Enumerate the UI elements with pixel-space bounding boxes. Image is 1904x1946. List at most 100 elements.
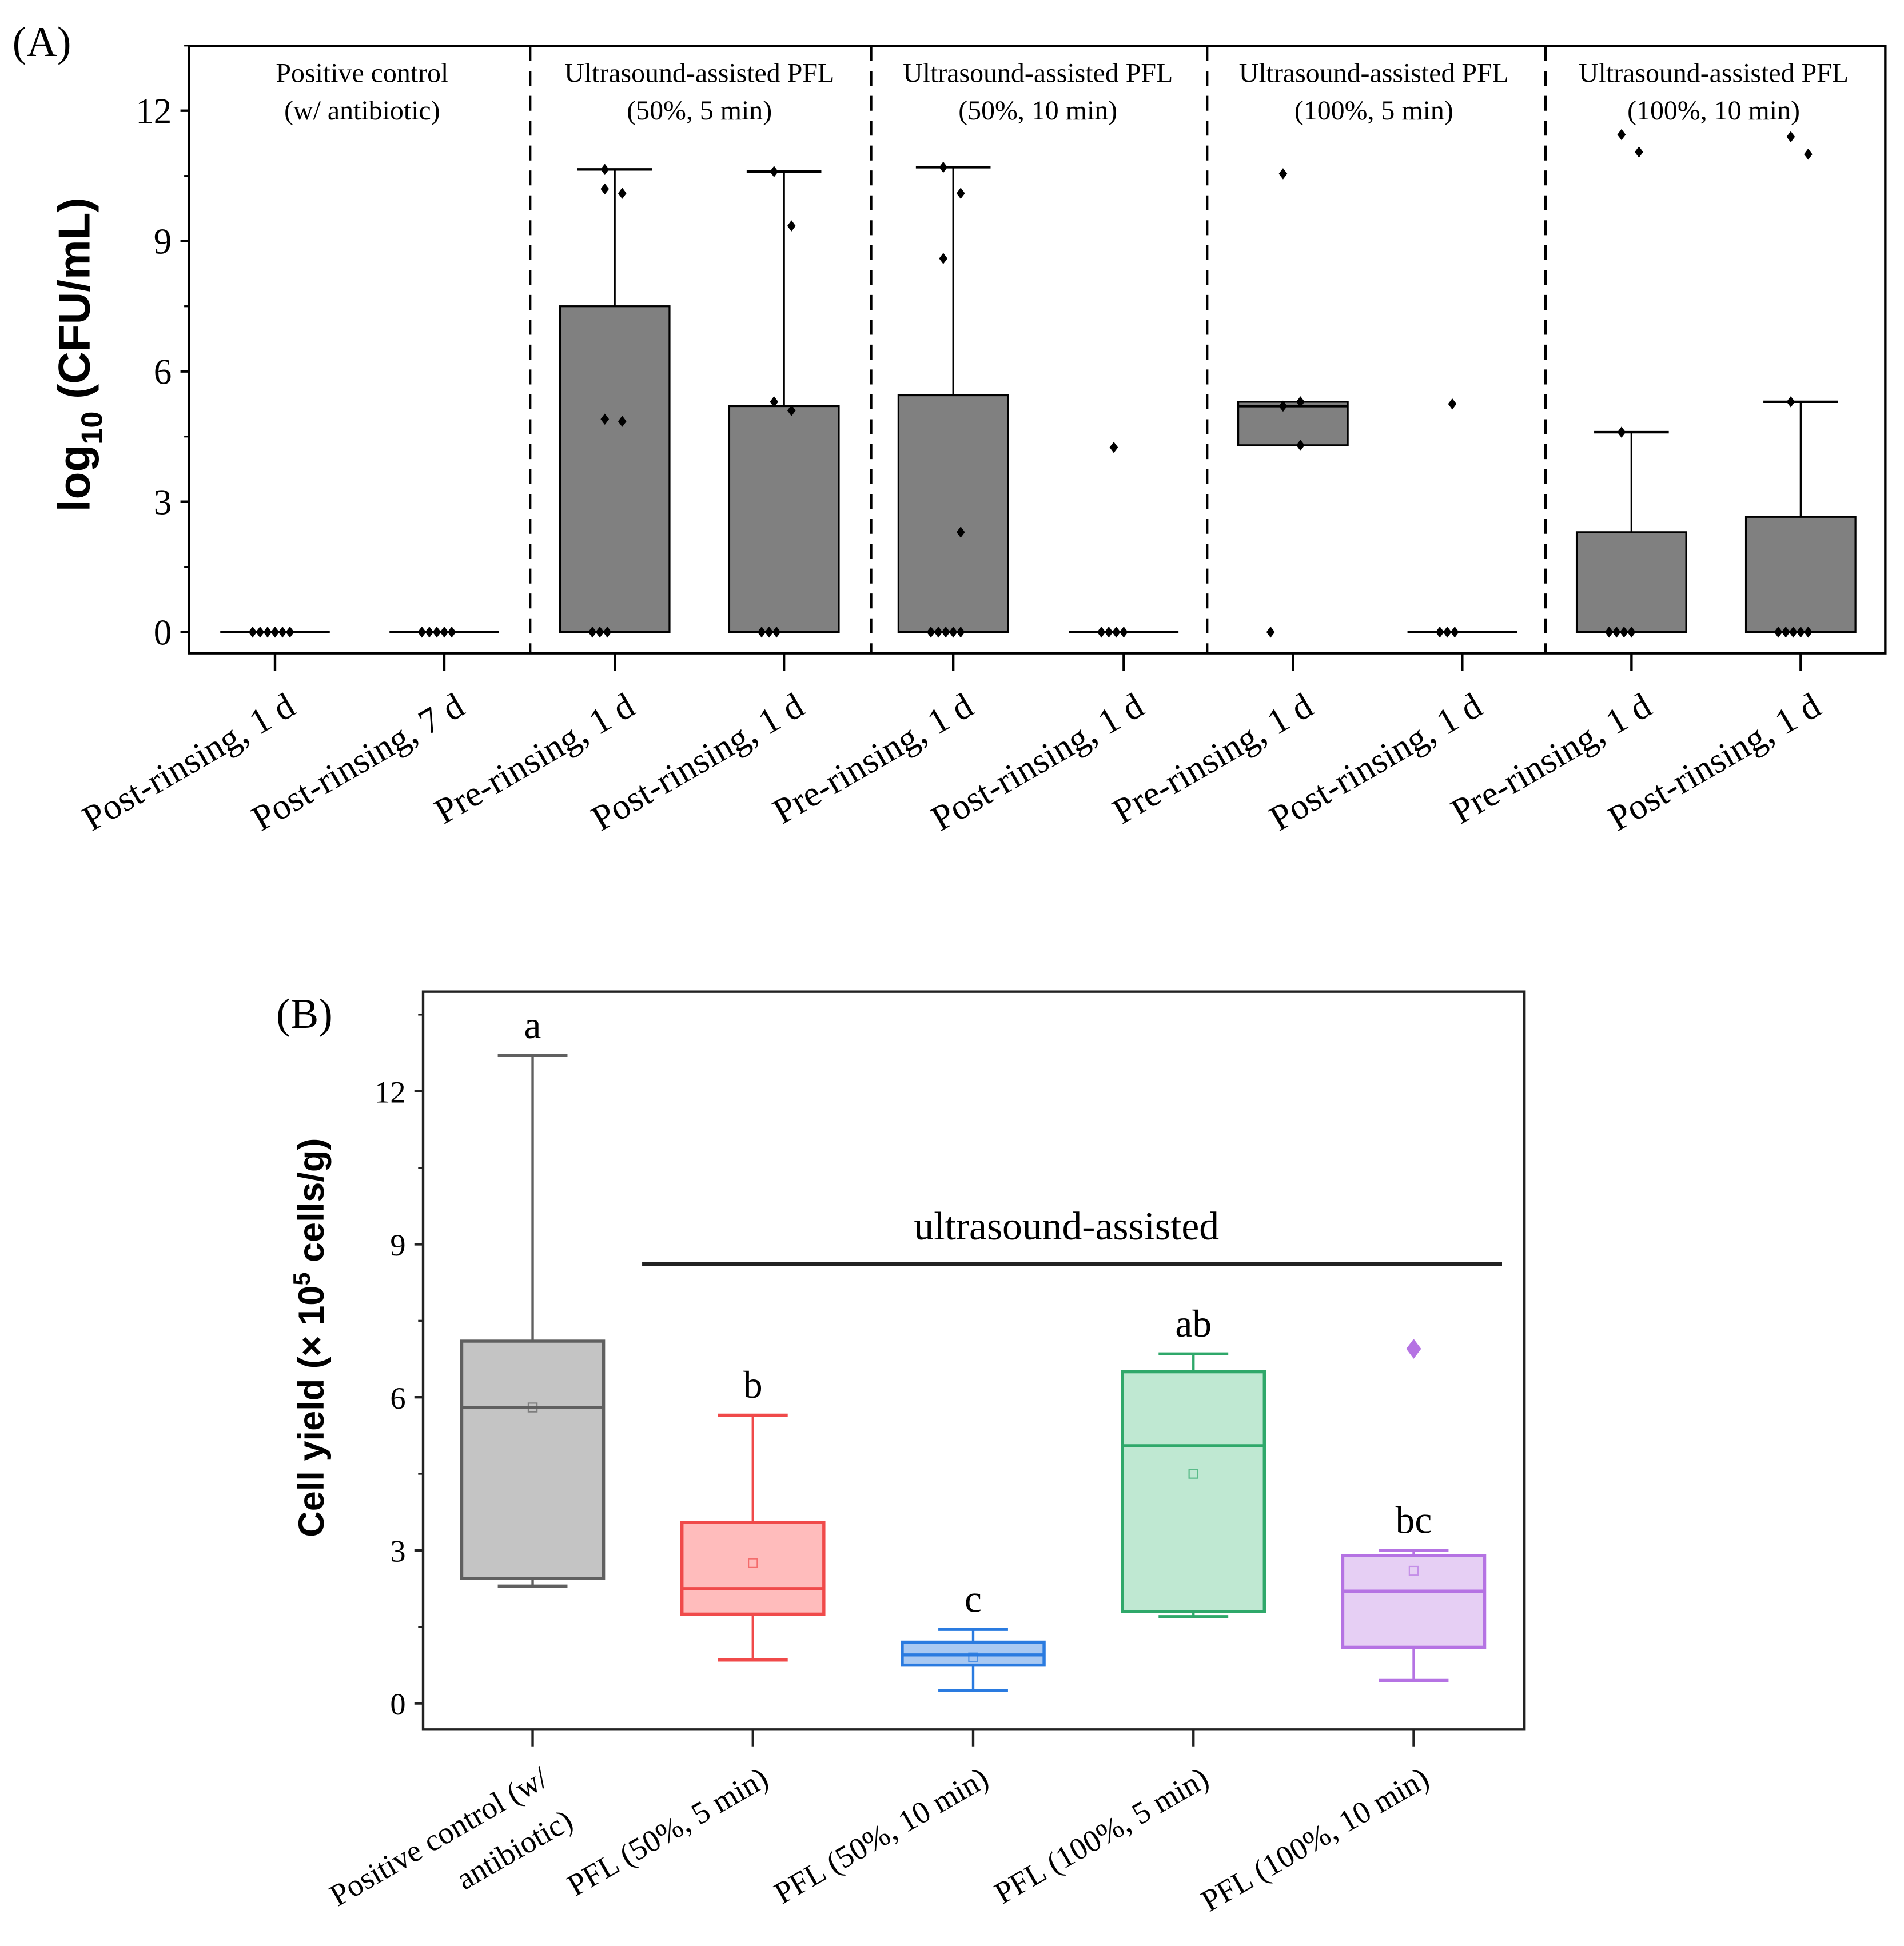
data-point bbox=[1109, 441, 1118, 453]
group-title-line1: Ultrasound-assisted PFL bbox=[1239, 58, 1509, 89]
group-title-line1: Positive control bbox=[276, 58, 448, 89]
data-point bbox=[263, 626, 272, 638]
y-axis-label-main: log bbox=[49, 445, 99, 512]
box-4 bbox=[728, 166, 840, 638]
mean-marker bbox=[1408, 1565, 1419, 1576]
data-point bbox=[1278, 168, 1288, 180]
plot-frame bbox=[188, 45, 1887, 655]
y-tick-label: 9 bbox=[154, 221, 172, 261]
data-point bbox=[1435, 626, 1444, 638]
data-point bbox=[1266, 626, 1275, 638]
data-point bbox=[1627, 626, 1636, 638]
x-tick-label-line1: PFL (50%, 10 min) bbox=[768, 1760, 994, 1911]
y-axis-label: Cell yield (× 105 cells/g) bbox=[289, 1138, 332, 1537]
data-point bbox=[417, 626, 427, 638]
box-10 bbox=[1744, 131, 1857, 638]
data-point bbox=[1619, 626, 1628, 638]
box-3 bbox=[901, 1628, 1046, 1692]
data-point bbox=[1804, 148, 1813, 160]
y-axis-label-post: cells/g) bbox=[292, 1138, 332, 1273]
data-point bbox=[926, 626, 935, 638]
box-7 bbox=[1237, 168, 1349, 638]
data-point bbox=[1604, 626, 1614, 638]
data-point bbox=[440, 626, 449, 638]
data-point bbox=[447, 626, 456, 638]
group-title-line1: Ultrasound-assisted PFL bbox=[1579, 58, 1849, 89]
data-point bbox=[1112, 626, 1121, 638]
group-title-line2: (100%, 5 min) bbox=[1294, 95, 1453, 126]
data-point bbox=[1786, 131, 1795, 143]
y-axis-label-pre: Cell yield (× 10 bbox=[292, 1286, 332, 1537]
mean-marker bbox=[1188, 1469, 1198, 1479]
y-tick-label: 0 bbox=[154, 612, 172, 652]
box-iqr bbox=[897, 394, 1009, 633]
y-tick-label: 12 bbox=[375, 1075, 405, 1109]
data-point bbox=[1443, 626, 1452, 638]
group-title-line1: Ultrasound-assisted PFL bbox=[564, 58, 834, 89]
y-axis-label-sup: 5 bbox=[289, 1273, 315, 1286]
data-point bbox=[1612, 626, 1621, 638]
data-point bbox=[1450, 626, 1459, 638]
annotation-text: ultrasound-assisted bbox=[914, 1205, 1219, 1249]
data-point bbox=[256, 626, 265, 638]
y-tick-label: 9 bbox=[390, 1228, 405, 1262]
box-iqr bbox=[680, 1521, 826, 1616]
data-point bbox=[600, 183, 610, 195]
data-point bbox=[1296, 396, 1305, 408]
y-tick-label: 3 bbox=[154, 482, 172, 522]
data-point bbox=[600, 164, 610, 176]
box-2 bbox=[389, 626, 499, 638]
group-title-line2: (50%, 10 min) bbox=[958, 95, 1117, 126]
mean-marker bbox=[968, 1652, 978, 1662]
outlier-point bbox=[1406, 1338, 1421, 1359]
data-point bbox=[939, 253, 948, 264]
mean-marker bbox=[527, 1402, 538, 1413]
box-9 bbox=[1575, 129, 1687, 638]
box-5 bbox=[1341, 1338, 1487, 1682]
y-tick-label: 6 bbox=[154, 352, 172, 392]
data-point bbox=[1097, 626, 1106, 638]
data-point bbox=[770, 166, 779, 177]
data-point bbox=[956, 527, 965, 538]
data-point bbox=[618, 188, 627, 199]
group-title-line2: (w/ antibiotic) bbox=[284, 95, 440, 126]
box-1 bbox=[460, 1054, 606, 1588]
box-8 bbox=[1407, 398, 1517, 638]
y-tick-label: 0 bbox=[390, 1687, 405, 1721]
box-iqr bbox=[1575, 531, 1687, 633]
box-3 bbox=[559, 164, 671, 638]
data-point bbox=[757, 626, 766, 638]
panel-label: (A) bbox=[13, 19, 71, 66]
data-point bbox=[1617, 129, 1626, 141]
data-point bbox=[248, 626, 257, 638]
significance-letter: ab bbox=[1175, 1302, 1212, 1345]
data-point bbox=[1448, 398, 1457, 410]
mean-marker bbox=[748, 1558, 758, 1568]
data-point bbox=[1781, 626, 1790, 638]
data-point bbox=[618, 416, 627, 427]
box-2 bbox=[680, 1413, 826, 1662]
panel-label: (B) bbox=[276, 991, 333, 1038]
group-title-line2: (100%, 10 min) bbox=[1627, 95, 1800, 126]
data-point bbox=[1797, 626, 1805, 638]
data-point bbox=[1635, 146, 1643, 158]
data-point bbox=[1120, 626, 1128, 638]
panel-b: (B) 0 3 6 9 12 Cell yield (× 105 cells/g) ultra… bbox=[276, 990, 1526, 1919]
box-iqr bbox=[460, 1339, 606, 1580]
data-point bbox=[278, 626, 287, 638]
data-point bbox=[600, 413, 610, 425]
data-point bbox=[770, 396, 779, 408]
box-iqr bbox=[1237, 401, 1349, 446]
y-axis-label: log10 (CFU/mL) bbox=[49, 197, 109, 512]
box-iqr bbox=[559, 305, 671, 633]
data-point bbox=[1789, 626, 1798, 638]
data-point bbox=[1786, 396, 1795, 408]
box-4 bbox=[1121, 1352, 1266, 1618]
data-point bbox=[1804, 626, 1813, 638]
significance-letter: a bbox=[524, 1004, 541, 1047]
box-1 bbox=[220, 626, 330, 638]
box-iqr bbox=[1744, 516, 1857, 633]
data-point bbox=[956, 626, 965, 638]
x-tick-label-line1: PFL (100%, 5 min) bbox=[989, 1760, 1214, 1911]
